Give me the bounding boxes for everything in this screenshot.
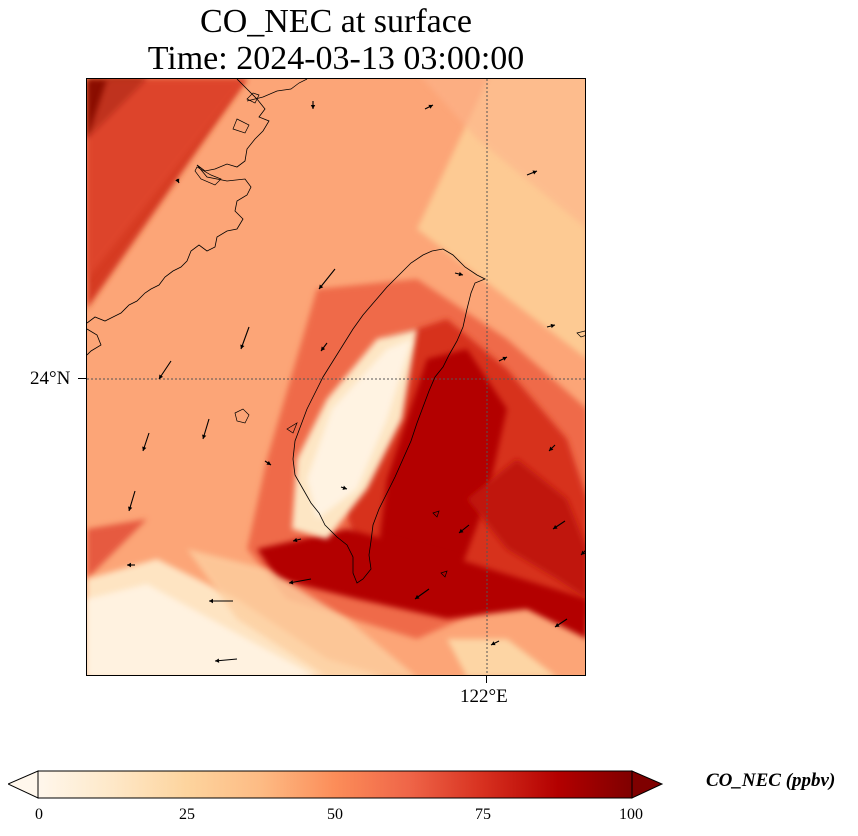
lon-tick-label: 122°E <box>460 686 508 707</box>
wind-arrow <box>458 524 470 534</box>
wind-arrow <box>240 326 250 350</box>
wind-arrow <box>209 598 233 604</box>
wind-arrow <box>454 271 464 277</box>
colorbar-gradient <box>37 770 633 799</box>
wind-arrow <box>552 520 566 530</box>
colorbar-label: CO_NEC (ppbv) <box>706 770 836 791</box>
wind-arrow <box>310 101 316 109</box>
wind-arrow <box>548 444 556 452</box>
wind-vector-layer <box>127 101 585 663</box>
wind-arrow <box>490 640 500 646</box>
wind-arrow <box>142 432 150 452</box>
wind-arrow <box>340 485 348 490</box>
wind-arrow <box>320 342 328 352</box>
wind-arrow <box>158 360 172 380</box>
wind-arrow <box>214 658 238 663</box>
colorbar-tick-50: 50 <box>327 806 343 823</box>
wind-arrow <box>498 356 508 362</box>
wind-arrow <box>580 550 585 556</box>
lat-tick-mark <box>78 378 86 379</box>
wind-arrow <box>175 178 180 184</box>
colorbar-tick-75: 75 <box>475 806 491 823</box>
wind-arrow <box>424 104 434 110</box>
wind-arrow <box>292 537 302 543</box>
map-title-line-2: Time: 2024-03-13 03:00:00 <box>147 40 525 77</box>
wind-arrow <box>526 170 538 176</box>
wind-arrow <box>546 323 556 329</box>
wind-arrow <box>318 268 336 290</box>
colorbar-tick-25: 25 <box>179 806 195 823</box>
lat-tick-label: 24°N <box>30 368 71 389</box>
lon-tick-mark <box>486 676 487 683</box>
map-title-line-1: CO_NEC at surface <box>200 3 472 40</box>
colorbar-tick-0: 0 <box>35 806 43 823</box>
wind-arrow <box>128 490 136 512</box>
mainland-coastline <box>87 79 270 356</box>
map-panel[interactable] <box>86 78 586 676</box>
colorbar-tick-100: 100 <box>619 806 643 823</box>
colorbar <box>8 770 664 799</box>
wind-arrow <box>127 562 135 568</box>
concentration-field <box>87 79 585 675</box>
wind-arrow <box>202 418 210 440</box>
wind-arrow <box>414 588 430 600</box>
taiwan-coastline <box>292 248 486 584</box>
wind-arrow <box>264 460 272 466</box>
wind-arrow <box>288 578 312 585</box>
colorbar-max-extend <box>631 770 664 799</box>
colorbar-min-extend <box>8 770 39 799</box>
wind-arrow <box>554 618 568 628</box>
